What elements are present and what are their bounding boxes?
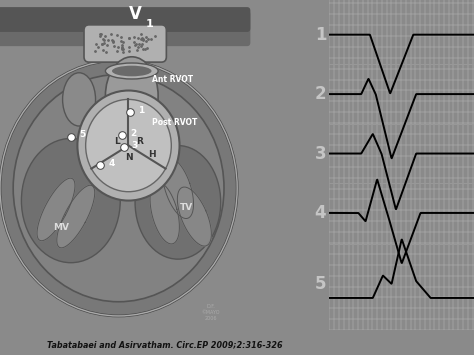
Text: 1: 1 <box>315 26 326 44</box>
Text: TV: TV <box>180 203 193 212</box>
FancyBboxPatch shape <box>0 11 250 46</box>
Text: Tabatabaei and Asirvatham. Circ.EP 2009;2:316-326: Tabatabaei and Asirvatham. Circ.EP 2009;… <box>47 341 283 350</box>
Circle shape <box>77 91 180 201</box>
Polygon shape <box>177 187 211 246</box>
Ellipse shape <box>105 63 158 79</box>
Ellipse shape <box>135 146 221 259</box>
Text: 1: 1 <box>138 105 145 115</box>
Text: 3: 3 <box>132 141 138 150</box>
Polygon shape <box>37 178 75 241</box>
Text: 2: 2 <box>315 85 327 103</box>
FancyBboxPatch shape <box>84 25 166 62</box>
Text: 2: 2 <box>130 129 137 138</box>
Text: 5: 5 <box>315 275 326 293</box>
Text: 4: 4 <box>315 204 327 222</box>
Circle shape <box>86 99 171 192</box>
Ellipse shape <box>21 138 120 263</box>
Text: MV: MV <box>53 223 69 232</box>
Text: N: N <box>125 153 132 163</box>
Text: L: L <box>114 137 120 147</box>
Ellipse shape <box>0 60 237 316</box>
Ellipse shape <box>105 57 158 135</box>
Text: 5: 5 <box>79 130 85 140</box>
FancyBboxPatch shape <box>0 7 250 32</box>
Polygon shape <box>162 158 193 218</box>
Text: R: R <box>137 137 144 147</box>
Text: D.F.
©MAYO
2006: D.F. ©MAYO 2006 <box>201 304 220 321</box>
Text: $\mathbf{1}$: $\mathbf{1}$ <box>146 17 155 29</box>
Polygon shape <box>57 185 95 248</box>
Text: Ant RVOT: Ant RVOT <box>152 75 192 84</box>
Text: H: H <box>148 150 155 159</box>
Text: 4: 4 <box>109 159 115 168</box>
Text: 3: 3 <box>315 144 327 163</box>
Ellipse shape <box>63 73 96 126</box>
Ellipse shape <box>112 66 152 76</box>
Text: $\mathbf{V}$: $\mathbf{V}$ <box>128 5 143 23</box>
Ellipse shape <box>13 75 224 302</box>
Polygon shape <box>150 182 179 244</box>
Text: Post RVOT: Post RVOT <box>152 118 197 127</box>
